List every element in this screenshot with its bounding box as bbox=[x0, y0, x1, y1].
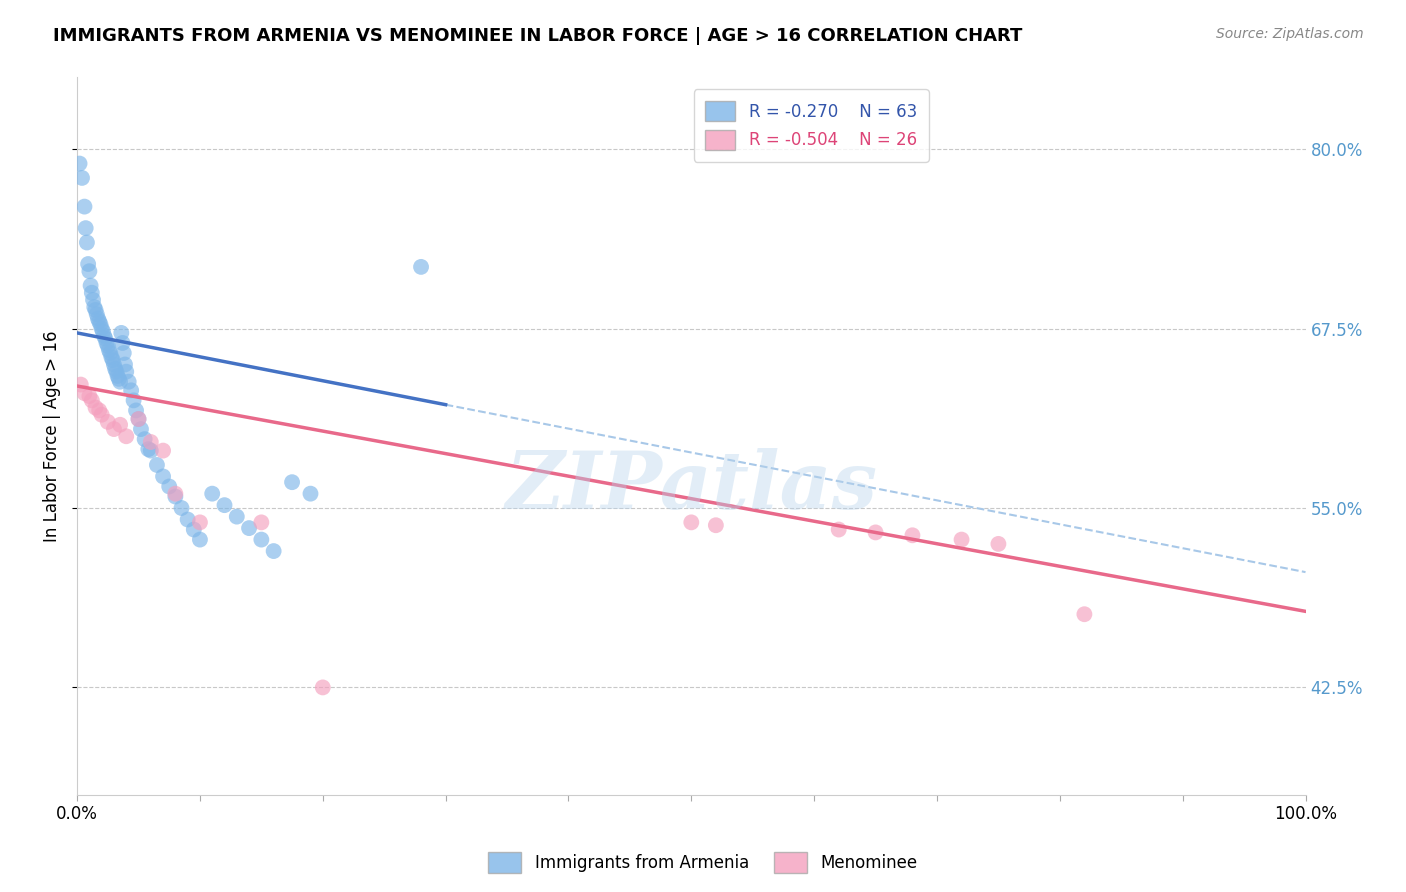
Point bbox=[87, 311, 110, 326]
Point bbox=[70, 170, 93, 185]
Text: IMMIGRANTS FROM ARMENIA VS MENOMINEE IN LABOR FORCE | AGE > 16 CORRELATION CHART: IMMIGRANTS FROM ARMENIA VS MENOMINEE IN … bbox=[53, 27, 1022, 45]
Point bbox=[110, 326, 132, 340]
Point bbox=[1073, 607, 1095, 622]
Point bbox=[118, 375, 141, 389]
Point bbox=[103, 422, 125, 436]
Point bbox=[101, 353, 124, 368]
Point bbox=[128, 412, 150, 426]
Point bbox=[107, 368, 129, 383]
Point bbox=[82, 293, 104, 307]
Point bbox=[681, 516, 703, 530]
Text: Source: ZipAtlas.com: Source: ZipAtlas.com bbox=[1216, 27, 1364, 41]
Point bbox=[157, 479, 180, 493]
Point bbox=[214, 498, 236, 512]
Point bbox=[111, 335, 134, 350]
Point bbox=[89, 318, 111, 332]
Point bbox=[97, 415, 120, 429]
Point bbox=[828, 523, 851, 537]
Point bbox=[129, 422, 152, 436]
Point bbox=[152, 469, 174, 483]
Point bbox=[115, 429, 138, 443]
Y-axis label: In Labor Force | Age > 16: In Labor Force | Age > 16 bbox=[44, 331, 60, 542]
Point bbox=[139, 443, 162, 458]
Point bbox=[80, 285, 103, 300]
Point bbox=[79, 389, 101, 403]
Point bbox=[250, 516, 273, 530]
Legend: Immigrants from Armenia, Menominee: Immigrants from Armenia, Menominee bbox=[481, 846, 925, 880]
Point bbox=[409, 260, 432, 274]
Point bbox=[73, 200, 96, 214]
Point bbox=[90, 408, 112, 422]
Point bbox=[146, 458, 169, 472]
Point bbox=[86, 307, 108, 321]
Point bbox=[134, 432, 156, 446]
Point bbox=[250, 533, 273, 547]
Point bbox=[704, 518, 727, 533]
Point bbox=[901, 528, 924, 542]
Point bbox=[98, 346, 121, 360]
Point bbox=[188, 516, 211, 530]
Point bbox=[96, 335, 118, 350]
Point bbox=[225, 509, 247, 524]
Point bbox=[170, 501, 193, 516]
Point bbox=[165, 486, 187, 500]
Point bbox=[865, 525, 887, 540]
Text: ZIPatlas: ZIPatlas bbox=[505, 448, 877, 525]
Point bbox=[89, 314, 111, 328]
Point bbox=[93, 328, 115, 343]
Point bbox=[91, 325, 114, 339]
Point bbox=[165, 490, 187, 504]
Point bbox=[83, 300, 105, 314]
Point bbox=[201, 486, 224, 500]
Legend: R = -0.270    N = 63, R = -0.504    N = 26: R = -0.270 N = 63, R = -0.504 N = 26 bbox=[693, 89, 928, 161]
Point bbox=[108, 372, 131, 386]
Point bbox=[105, 365, 128, 379]
Point bbox=[108, 417, 131, 432]
Point bbox=[84, 302, 107, 317]
Point bbox=[139, 435, 162, 450]
Point bbox=[90, 321, 112, 335]
Point bbox=[115, 365, 138, 379]
Point bbox=[73, 386, 96, 401]
Point bbox=[176, 512, 198, 526]
Point bbox=[79, 278, 101, 293]
Point bbox=[100, 351, 122, 365]
Point bbox=[94, 332, 117, 346]
Point bbox=[112, 346, 135, 360]
Point bbox=[152, 443, 174, 458]
Point bbox=[987, 537, 1010, 551]
Point bbox=[128, 412, 150, 426]
Point bbox=[120, 384, 142, 398]
Point bbox=[238, 521, 260, 535]
Point bbox=[104, 361, 127, 376]
Point bbox=[84, 401, 107, 415]
Point bbox=[263, 544, 285, 558]
Point bbox=[103, 358, 125, 372]
Point bbox=[114, 358, 136, 372]
Point bbox=[950, 533, 973, 547]
Point bbox=[125, 403, 148, 417]
Point bbox=[138, 442, 160, 457]
Point bbox=[108, 375, 131, 389]
Point bbox=[281, 475, 304, 490]
Point bbox=[89, 403, 111, 417]
Point bbox=[69, 156, 91, 170]
Point bbox=[69, 377, 91, 392]
Point bbox=[122, 393, 145, 408]
Point bbox=[183, 523, 205, 537]
Point bbox=[188, 533, 211, 547]
Point bbox=[299, 486, 322, 500]
Point bbox=[77, 257, 100, 271]
Point bbox=[312, 681, 335, 695]
Point bbox=[76, 235, 98, 250]
Point bbox=[75, 221, 97, 235]
Point bbox=[79, 264, 101, 278]
Point bbox=[80, 393, 103, 408]
Point bbox=[97, 339, 120, 353]
Point bbox=[98, 343, 121, 358]
